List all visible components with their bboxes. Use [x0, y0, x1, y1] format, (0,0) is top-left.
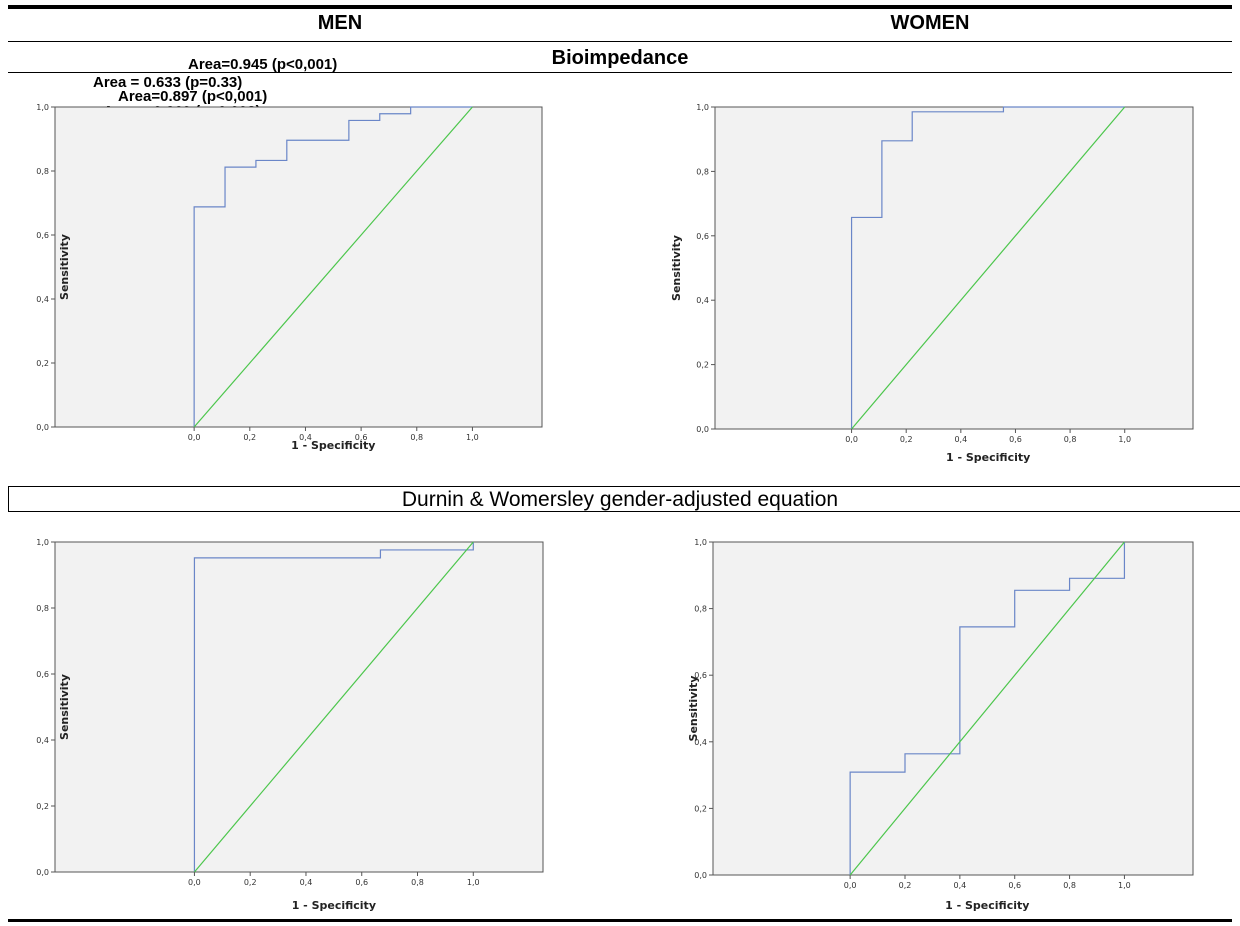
- x-tick-label: 0,0: [188, 878, 201, 887]
- x-tick-label: 0,6: [1009, 435, 1022, 444]
- x-tick-label: 0,2: [243, 433, 256, 442]
- roc-curve: [193, 106, 473, 427]
- x-tick-label: 0,2: [899, 881, 912, 890]
- y-tick-label: 0,2: [694, 804, 707, 813]
- plot-area: [54, 106, 543, 428]
- x-tick-label: 1,0: [1118, 881, 1131, 890]
- x-tick-label: 1,0: [466, 433, 479, 442]
- area-label-1: Area=0.945 (p<0,001): [188, 56, 338, 73]
- y-tick-label: 0,0: [694, 871, 707, 880]
- x-tick-label: 0,6: [355, 878, 368, 887]
- x-axis-label: 1 - Specificity: [292, 899, 376, 912]
- women-header: WOMEN: [890, 12, 970, 34]
- x-tick-label: 0,4: [299, 433, 312, 442]
- reference-line: [851, 106, 1126, 430]
- x-axis-label: 1 - Specificity: [946, 451, 1030, 464]
- x-tick-label: 0,8: [1063, 881, 1076, 890]
- x-tick-label: 0,8: [411, 878, 424, 887]
- x-axis-label: 1 - Specificity: [291, 439, 375, 452]
- y-tick-label: 0,8: [696, 167, 709, 176]
- area-label-3: Area=0.897 (p<0,001): [118, 88, 268, 105]
- x-tick-label: 0,8: [1064, 435, 1077, 444]
- y-axis-label: Sensitivity: [670, 235, 683, 301]
- y-tick-label: 0,2: [36, 802, 49, 811]
- men-header: MEN: [317, 12, 363, 34]
- plot-area: [712, 541, 1194, 876]
- reference-line: [193, 541, 474, 873]
- y-axis-label: Sensitivity: [58, 674, 71, 740]
- section-rule: [8, 72, 1232, 73]
- roc-curve: [850, 106, 1125, 429]
- y-tick-label: 0,4: [696, 296, 709, 305]
- x-tick-label: 0,8: [410, 433, 423, 442]
- y-tick-label: 1,0: [694, 538, 707, 547]
- y-tick-label: 1,0: [696, 103, 709, 112]
- x-axis-label: 1 - Specificity: [945, 899, 1029, 912]
- y-tick-label: 0,2: [696, 361, 709, 370]
- y-tick-label: 0,8: [694, 605, 707, 614]
- plot-area: [54, 541, 544, 873]
- y-tick-label: 0,6: [36, 231, 49, 240]
- x-tick-label: 0,2: [900, 435, 913, 444]
- x-tick-label: 0,4: [953, 881, 966, 890]
- x-tick-label: 0,2: [244, 878, 257, 887]
- plot-area: [714, 106, 1194, 430]
- y-tick-label: 0,6: [36, 670, 49, 679]
- y-tick-label: 0,0: [36, 868, 49, 877]
- x-tick-label: 0,6: [1008, 881, 1021, 890]
- section-title-bioimpedance: Bioimpedance: [551, 47, 689, 69]
- y-tick-label: 0,6: [694, 671, 707, 680]
- y-tick-label: 0,6: [696, 232, 709, 241]
- y-tick-label: 0,8: [36, 167, 49, 176]
- roc-curve: [193, 542, 474, 872]
- bottom-rule: [8, 919, 1232, 922]
- roc-curve: [849, 542, 1126, 875]
- y-tick-label: 1,0: [36, 538, 49, 547]
- y-tick-label: 0,4: [36, 736, 49, 745]
- y-tick-label: 0,2: [36, 359, 49, 368]
- top-rule: [8, 5, 1232, 9]
- x-tick-label: 1,0: [467, 878, 480, 887]
- y-axis-label: Sensitivity: [687, 676, 700, 742]
- y-tick-label: 0,4: [694, 738, 707, 747]
- x-tick-label: 0,4: [300, 878, 313, 887]
- reference-line: [849, 541, 1125, 876]
- reference-line: [193, 106, 473, 428]
- x-tick-label: 0,0: [845, 435, 858, 444]
- header-rule: [8, 41, 1232, 42]
- x-tick-label: 0,0: [844, 881, 857, 890]
- x-tick-label: 0,4: [954, 435, 967, 444]
- y-tick-label: 0,8: [36, 604, 49, 613]
- y-tick-label: 0,0: [36, 423, 49, 432]
- section-box-durnin: [8, 486, 1240, 512]
- y-tick-label: 0,0: [696, 425, 709, 434]
- x-tick-label: 0,0: [188, 433, 201, 442]
- x-tick-label: 1,0: [1118, 435, 1131, 444]
- y-tick-label: 1,0: [36, 103, 49, 112]
- y-tick-label: 0,4: [36, 295, 49, 304]
- area-label-2: Area = 0.633 (p=0.33): [93, 74, 243, 91]
- x-tick-label: 0,6: [355, 433, 368, 442]
- y-axis-label: Sensitivity: [58, 234, 71, 300]
- section-title-durnin: Durnin & Womersley gender-adjusted equat…: [401, 488, 839, 511]
